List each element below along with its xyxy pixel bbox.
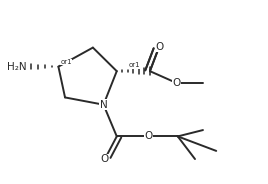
Text: O: O xyxy=(101,154,109,164)
Text: O: O xyxy=(155,42,163,52)
Text: or1: or1 xyxy=(129,62,140,68)
Text: or1: or1 xyxy=(60,59,72,65)
Text: N: N xyxy=(100,100,107,110)
Text: O: O xyxy=(144,131,153,141)
Text: O: O xyxy=(172,78,181,88)
Text: H₂N: H₂N xyxy=(8,62,27,72)
